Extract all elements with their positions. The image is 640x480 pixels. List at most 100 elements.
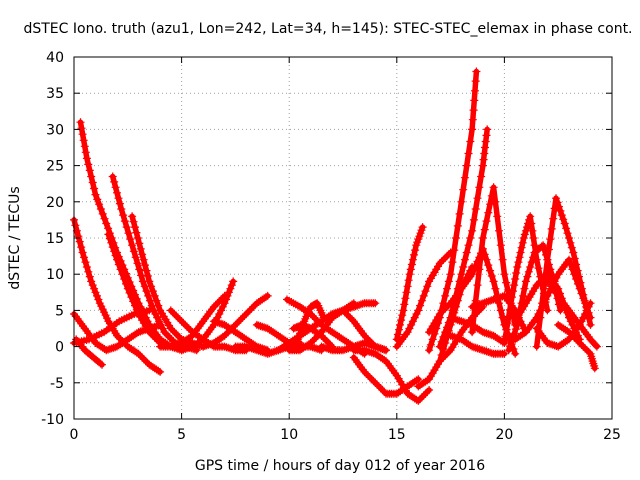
data-point bbox=[425, 346, 434, 355]
data-point bbox=[503, 319, 512, 328]
data-point bbox=[479, 155, 488, 164]
data-point bbox=[568, 320, 577, 329]
data-point bbox=[401, 294, 410, 303]
data-point bbox=[78, 248, 87, 257]
data-point bbox=[87, 277, 96, 286]
data-point bbox=[404, 276, 413, 285]
data-point bbox=[570, 333, 579, 342]
data-series-23 bbox=[349, 353, 423, 398]
data-point bbox=[142, 266, 151, 275]
data-point bbox=[584, 302, 593, 311]
data-point bbox=[382, 346, 390, 355]
data-point bbox=[153, 313, 162, 322]
data-point bbox=[306, 339, 315, 347]
data-point bbox=[222, 329, 231, 338]
data-point bbox=[312, 315, 321, 324]
data-point bbox=[470, 96, 479, 105]
data-point bbox=[524, 267, 533, 276]
data-point bbox=[154, 337, 163, 346]
data-point bbox=[462, 248, 471, 257]
data-series-43 bbox=[543, 277, 601, 351]
data-point bbox=[477, 326, 486, 335]
y-tick-label: 5 bbox=[55, 303, 64, 319]
data-point bbox=[534, 279, 543, 288]
data-point bbox=[152, 296, 161, 305]
data-point bbox=[511, 275, 520, 283]
data-point bbox=[469, 215, 478, 224]
data-point bbox=[319, 333, 328, 342]
data-point bbox=[464, 149, 473, 158]
data-point bbox=[223, 291, 232, 300]
data-point bbox=[526, 263, 535, 271]
data-point bbox=[116, 265, 125, 274]
data-point bbox=[450, 246, 459, 255]
data-point bbox=[156, 320, 165, 329]
data-point bbox=[226, 284, 235, 293]
data-point bbox=[321, 335, 330, 344]
data-point bbox=[506, 299, 515, 308]
data-point bbox=[529, 234, 538, 242]
data-point bbox=[585, 314, 593, 323]
data-point bbox=[495, 226, 503, 235]
data-point bbox=[147, 282, 156, 291]
data-point bbox=[562, 224, 571, 233]
data-point bbox=[480, 149, 489, 158]
data-point bbox=[592, 342, 601, 351]
data-point bbox=[489, 183, 498, 192]
data-point bbox=[175, 315, 184, 324]
data-point bbox=[443, 284, 451, 293]
data-point bbox=[160, 328, 169, 337]
data-point bbox=[313, 317, 322, 326]
data-point bbox=[344, 311, 353, 320]
data-point bbox=[96, 359, 105, 368]
data-point bbox=[150, 333, 159, 342]
data-point bbox=[572, 335, 581, 344]
data-point bbox=[96, 205, 105, 213]
data-point bbox=[532, 281, 541, 290]
data-point bbox=[139, 255, 148, 264]
data-point bbox=[482, 217, 491, 226]
data-point bbox=[423, 376, 432, 385]
data-point bbox=[468, 226, 477, 235]
data-point bbox=[559, 215, 568, 224]
data-point bbox=[365, 373, 374, 382]
data-point bbox=[581, 310, 590, 318]
data-point bbox=[308, 311, 317, 320]
data-point bbox=[380, 387, 389, 396]
data-point bbox=[81, 148, 90, 157]
data-point bbox=[444, 277, 453, 286]
data-point bbox=[487, 191, 496, 200]
data-point bbox=[543, 306, 552, 315]
data-point bbox=[110, 177, 119, 186]
data-point bbox=[577, 340, 586, 349]
data-point bbox=[484, 297, 493, 306]
data-point bbox=[172, 311, 181, 320]
data-point bbox=[563, 336, 572, 345]
y-axis-label: dSTEC / TECUs bbox=[7, 186, 23, 289]
data-point bbox=[444, 318, 453, 327]
data-point bbox=[126, 235, 135, 244]
data-point bbox=[437, 257, 446, 266]
data-point bbox=[496, 306, 505, 315]
data-point bbox=[552, 273, 561, 282]
data-point bbox=[435, 259, 444, 268]
data-point bbox=[81, 258, 90, 267]
data-point bbox=[138, 250, 147, 259]
data-point bbox=[538, 299, 547, 308]
data-point bbox=[233, 319, 242, 328]
data-point bbox=[517, 243, 526, 252]
data-point bbox=[222, 295, 231, 304]
data-point bbox=[406, 265, 415, 274]
data-point bbox=[421, 389, 430, 398]
data-point bbox=[423, 387, 432, 396]
data-point bbox=[557, 211, 566, 220]
data-point bbox=[138, 353, 147, 362]
data-point bbox=[441, 328, 450, 337]
data-point bbox=[310, 313, 319, 322]
data-point bbox=[466, 341, 475, 350]
data-point bbox=[84, 160, 93, 169]
data-point bbox=[435, 342, 444, 351]
data-point bbox=[443, 323, 451, 332]
data-point bbox=[88, 178, 97, 187]
data-point bbox=[464, 241, 473, 250]
